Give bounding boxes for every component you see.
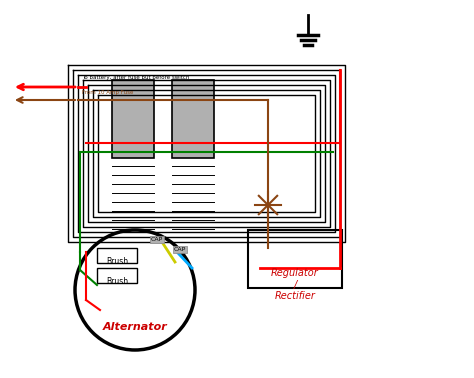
Bar xyxy=(97,268,137,283)
Bar xyxy=(112,80,154,158)
Text: Brush: Brush xyxy=(106,277,128,286)
Bar xyxy=(248,230,342,288)
Text: To battery, after fuse but before switch: To battery, after fuse but before switch xyxy=(82,75,190,80)
Text: Alternator: Alternator xyxy=(103,322,167,332)
Text: Regulator
/
Rectifier: Regulator / Rectifier xyxy=(271,268,319,301)
Text: From 10 Amp Fuse: From 10 Amp Fuse xyxy=(82,90,133,95)
Text: CAP: CAP xyxy=(151,237,163,242)
Bar xyxy=(172,80,214,158)
Text: Brush: Brush xyxy=(106,257,128,266)
Bar xyxy=(97,248,137,263)
Text: CAP: CAP xyxy=(174,247,186,252)
